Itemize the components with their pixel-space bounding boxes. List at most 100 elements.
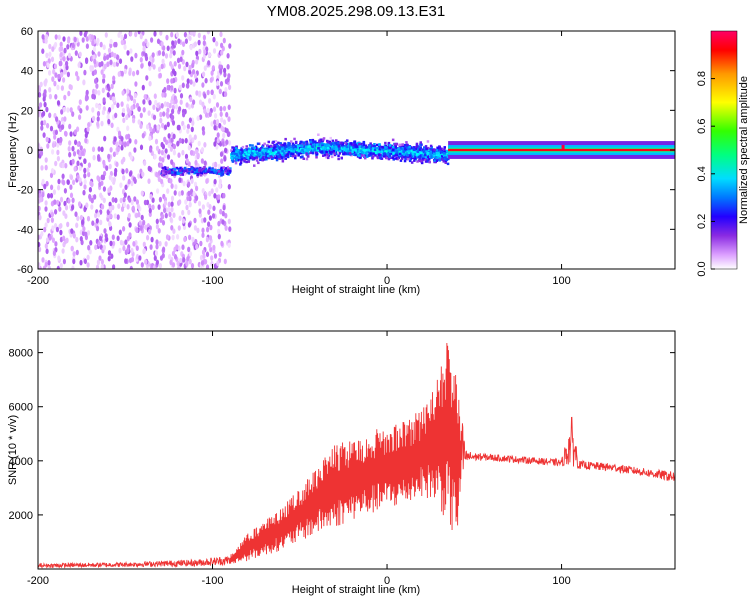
spectrogram-cell — [301, 148, 304, 152]
spectrogram-cell — [54, 209, 58, 215]
spectrogram-cell — [121, 90, 125, 96]
spectrogram-cell — [290, 152, 293, 155]
spectrogram-cell — [38, 143, 41, 150]
spectrogram-cell — [161, 220, 166, 226]
spectrogram-cell — [126, 96, 130, 102]
spectrogram-cell — [419, 141, 422, 144]
spectrogram-cell — [211, 213, 216, 219]
spectrogram-cell — [359, 156, 362, 159]
spectrogram-cell — [111, 234, 115, 240]
spectrogram-cell — [163, 207, 167, 214]
spectrogram-cell — [45, 34, 49, 40]
spectrogram-cell — [162, 169, 165, 172]
spectrogram-cell — [236, 159, 240, 162]
spectrogram-cell — [159, 217, 163, 223]
spectrogram-cell — [170, 201, 174, 207]
spectrogram-cell — [155, 259, 159, 266]
spectrogram-cell — [173, 70, 177, 77]
spectrogram-cell — [255, 151, 259, 155]
spectrogram-cell — [142, 241, 146, 248]
spectrogram-cell — [142, 50, 146, 56]
spectrogram-cell — [186, 78, 190, 84]
spectrogram-cell — [121, 168, 125, 175]
spectrogram-cell — [352, 150, 356, 154]
spectrogram-cell — [66, 179, 70, 185]
spectrogram-cell — [219, 111, 223, 117]
spectrogram-cell — [291, 154, 295, 158]
spectrogram-cell — [205, 251, 210, 258]
spectrogram-cell — [53, 63, 58, 70]
spectrogram-cell — [424, 145, 428, 148]
spectrogram-cell — [41, 191, 45, 198]
spectrogram-cell — [331, 142, 334, 145]
spectrogram-cell — [219, 151, 224, 157]
spectrogram-cell — [412, 150, 416, 154]
spectrogram-cell — [68, 84, 72, 90]
colorbar-tick-label: 0.8 — [696, 71, 708, 86]
spectrogram-cell — [235, 159, 238, 162]
spectrogram-cell — [412, 156, 415, 159]
spectrogram-cell — [311, 149, 314, 152]
spectrogram-cell — [240, 159, 243, 163]
spectrogram-cell — [381, 146, 385, 149]
spectrogram-cell — [435, 159, 438, 162]
spectrogram-cell — [96, 121, 100, 127]
spectrogram-cell — [44, 261, 48, 268]
spectrogram-cell — [373, 148, 377, 151]
spectrogram-cell — [162, 111, 166, 117]
spectrogram-cell — [98, 181, 102, 188]
spectrogram-cell — [140, 262, 144, 268]
spectrogram-cell — [124, 239, 128, 245]
spectrogram-cell — [276, 148, 280, 152]
spectrogram-cell — [90, 204, 94, 210]
spectrogram-cell — [188, 251, 193, 257]
spectrogram-cell — [44, 206, 48, 212]
spectrogram-cell — [166, 154, 171, 160]
spectrogram-cell — [198, 208, 202, 214]
spectrogram-cell — [313, 148, 316, 152]
spectrogram-cell — [334, 142, 337, 145]
spectrogram-cell — [97, 90, 101, 96]
spectrogram-cell — [172, 143, 176, 150]
spectrogram-cell — [139, 33, 143, 40]
spectrogram-cell — [214, 171, 217, 174]
spectrogram-cell — [97, 211, 101, 218]
spectrogram-cell — [306, 147, 310, 150]
spectrogram-cell — [120, 39, 124, 46]
spectrogram-cell — [439, 148, 442, 151]
spectrogram-cell — [62, 258, 66, 265]
spectrogram-cell — [353, 147, 356, 151]
spectrogram-cell — [136, 69, 140, 76]
spectrogram-cell — [200, 260, 205, 266]
spectrogram-cell — [428, 160, 431, 164]
spectrogram-cell — [123, 192, 127, 198]
spectrogram-cell — [284, 153, 288, 156]
spectrogram-cell — [163, 136, 167, 143]
spectrogram-cell — [116, 235, 120, 242]
spectrogram-cell — [237, 154, 240, 157]
spectrogram-cell — [160, 63, 164, 70]
spectrogram-cell — [135, 227, 139, 233]
spectrogram-cell — [95, 83, 99, 89]
spectrogram-cell — [196, 168, 199, 172]
snr-xlabel: Height of straight line (km) — [292, 584, 420, 596]
spectrogram-cell — [362, 140, 366, 144]
spectrogram-cell — [258, 153, 261, 156]
spectrogram-cell — [79, 145, 83, 151]
spectrogram-cell — [220, 171, 224, 174]
spectrogram-cell — [163, 200, 168, 206]
spectrogram-cell — [97, 146, 101, 152]
spectrogram-cell — [436, 156, 439, 159]
spectrogram-cell — [195, 149, 199, 155]
spectrogram-cell — [356, 142, 359, 145]
spectrogram-cell — [367, 148, 370, 152]
spectrogram-cell — [193, 217, 197, 224]
spectrogram-cell — [326, 140, 330, 144]
spectrogram-cell — [249, 150, 252, 153]
spectrogram-cell — [74, 139, 78, 146]
spectrogram-cell — [63, 200, 67, 207]
spectrogram-cell — [116, 146, 120, 153]
spectrogram-cell — [304, 145, 308, 148]
spectrogram-cell — [443, 148, 446, 151]
spectrogram-cell — [250, 150, 254, 153]
